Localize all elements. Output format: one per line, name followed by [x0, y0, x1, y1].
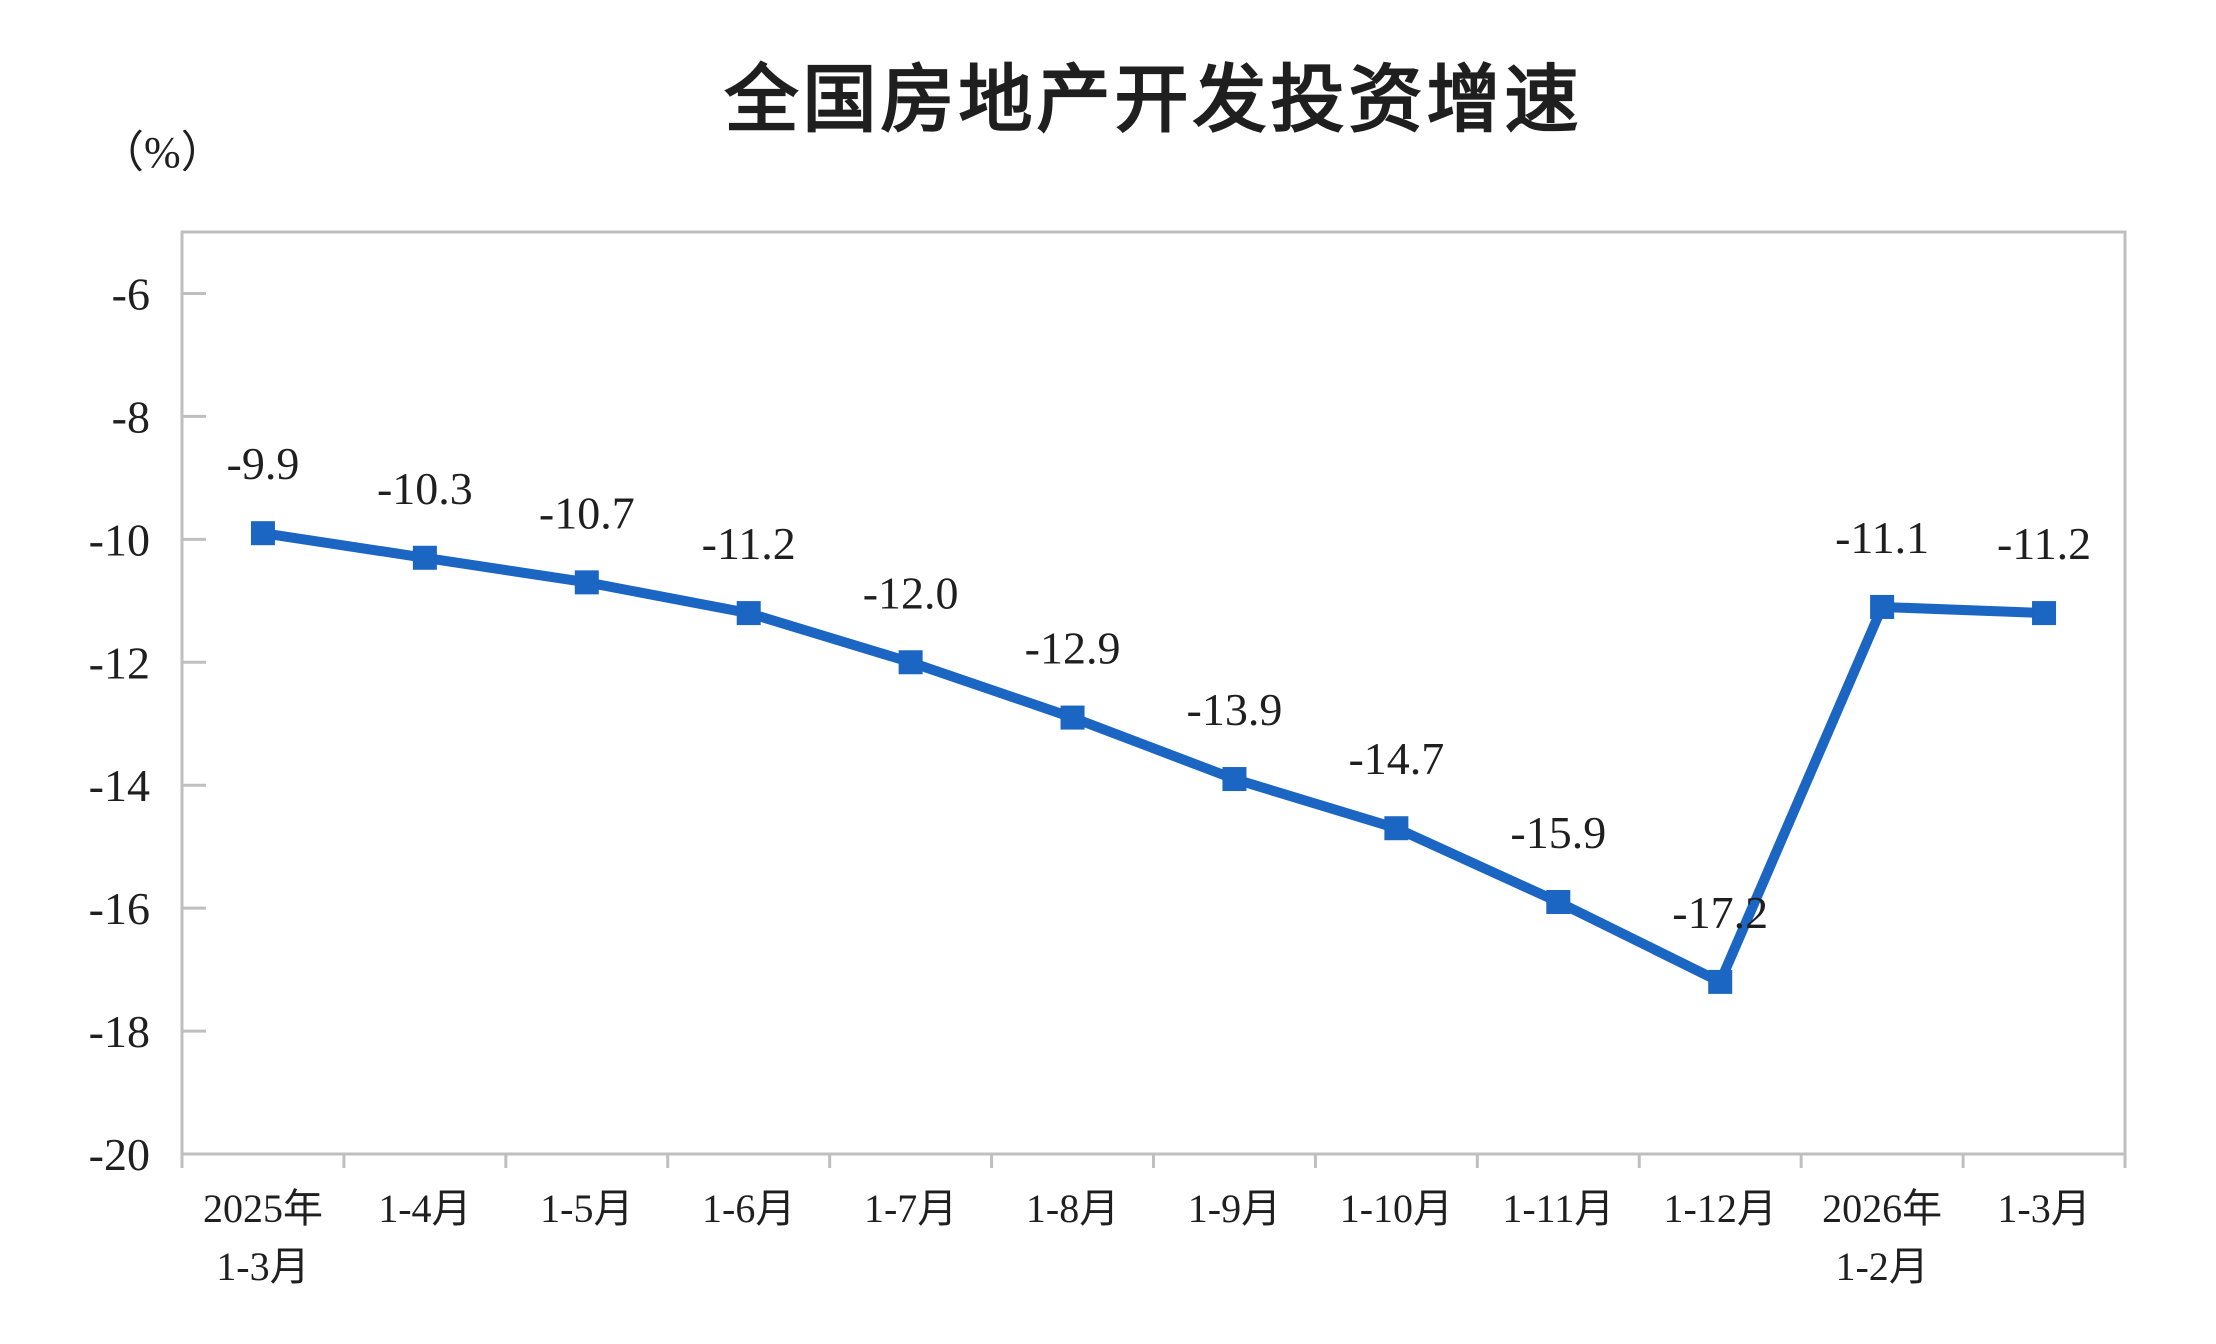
data-point-marker	[1060, 705, 1085, 730]
data-point-label: -17.2	[1672, 887, 1768, 938]
data-point-marker	[1546, 889, 1571, 914]
data-point-label: -12.0	[863, 567, 959, 618]
data-point-label: -11.2	[702, 518, 796, 569]
data-point-marker	[898, 650, 923, 675]
data-point-label: -12.9	[1025, 623, 1121, 674]
data-point-marker	[1708, 969, 1733, 994]
y-axis-tick-label: -8	[112, 391, 150, 442]
x-axis-label: 1-10月	[1340, 1186, 1453, 1231]
data-point-marker	[736, 601, 761, 626]
plot-border	[180, 230, 2127, 1156]
data-point-label: -9.9	[227, 438, 300, 489]
data-point-marker	[412, 545, 437, 570]
x-axis-label: 1-4月	[378, 1186, 471, 1231]
x-axis-label: 1-6月	[702, 1186, 795, 1231]
data-point-label: -13.9	[1187, 684, 1283, 735]
data-point-label: -10.3	[377, 463, 473, 514]
data-point-marker	[1870, 594, 1895, 619]
x-axis-label: 1-12月	[1664, 1186, 1777, 1231]
data-point-marker	[574, 570, 599, 595]
data-point-marker	[1222, 767, 1247, 792]
x-axis-label: 1-7月	[864, 1186, 957, 1231]
x-axis-label: 2026年 1-2月	[1822, 1186, 1942, 1289]
x-axis-label: 1-8月	[1026, 1186, 1119, 1231]
chart-title: 全国房地产开发投资增速	[724, 58, 1583, 141]
x-axis-label: 1-5月	[540, 1186, 633, 1231]
data-point-label: -11.1	[1835, 512, 1929, 563]
y-axis-tick-label: -16	[89, 883, 150, 934]
data-line	[262, 528, 2045, 989]
data-point-label: -14.7	[1348, 733, 1444, 784]
y-axis-tick-label: -10	[89, 514, 150, 565]
data-point-label: -15.9	[1510, 807, 1606, 858]
x-axis-label: 2025年 1-3月	[203, 1186, 323, 1289]
y-axis-tick-label: -12	[89, 637, 150, 688]
y-axis-tick-label: -14	[89, 760, 150, 811]
y-axis-tick-label: -18	[89, 1006, 150, 1057]
x-axis-label: 1-3月	[1997, 1186, 2090, 1231]
x-axis-label: 1-9月	[1188, 1186, 1281, 1231]
y-axis-tick-label: -6	[112, 268, 150, 319]
data-point-marker	[2032, 601, 2057, 626]
x-axis-label: 1-11月	[1502, 1186, 1614, 1231]
data-point-marker	[250, 521, 275, 546]
data-point-marker	[1384, 816, 1409, 841]
y-axis-tick-label: -20	[89, 1129, 150, 1180]
data-point-label: -11.2	[1997, 518, 2091, 569]
data-point-label: -10.7	[539, 487, 635, 538]
y-axis-unit-label: （%）	[100, 128, 225, 177]
